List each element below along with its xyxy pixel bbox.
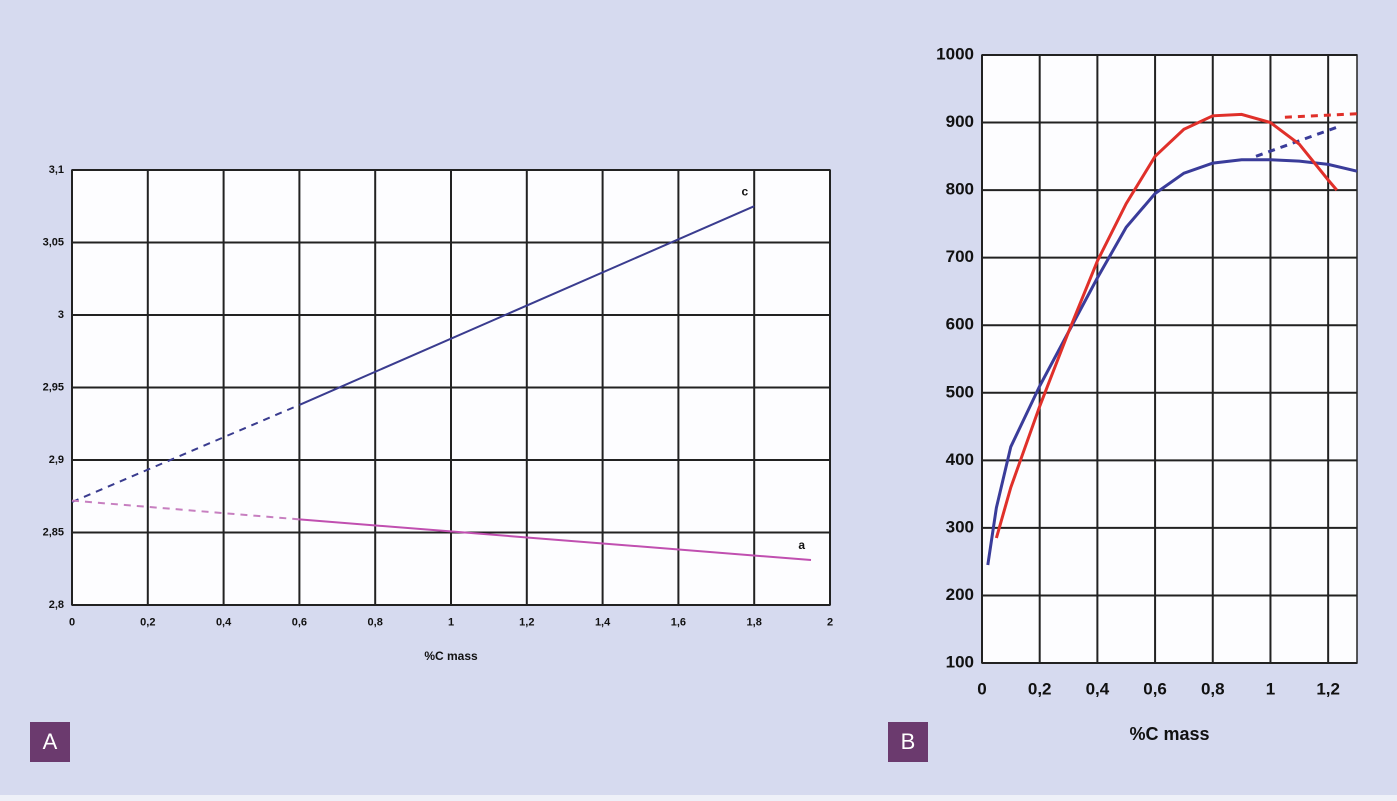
- data-line: [298, 205, 755, 406]
- x-tick-label: 2: [827, 617, 833, 629]
- panel-label: A: [43, 729, 58, 754]
- y-tick-label: 400: [946, 450, 974, 469]
- x-tick-label: 0: [69, 617, 75, 629]
- y-tick-label: 2,95: [43, 381, 64, 393]
- y-tick-label: 2,9: [49, 454, 64, 466]
- x-tick-label: 0,6: [1143, 680, 1167, 699]
- x-tick-label: 1,8: [747, 617, 762, 629]
- x-tick-label: 0: [977, 680, 986, 699]
- bottom-strip: [0, 795, 1397, 801]
- x-tick-label: 0,2: [140, 617, 155, 629]
- data-line: [994, 112, 1338, 539]
- y-tick-label: 3,05: [43, 236, 64, 248]
- x-axis-label: %C mass: [1129, 724, 1209, 744]
- panel-label-box: [30, 722, 70, 762]
- y-tick-label: 600: [946, 315, 974, 334]
- y-tick-label: 800: [946, 180, 974, 199]
- x-tick-label: 0,4: [1086, 680, 1110, 699]
- y-tick-label: 1000: [936, 44, 974, 63]
- series-label: a: [798, 538, 805, 552]
- x-tick-label: 0,8: [368, 617, 383, 629]
- y-tick-label: 3,1: [49, 164, 64, 176]
- data-line: [71, 403, 300, 503]
- x-tick-label: 1,6: [671, 617, 686, 629]
- x-tick-label: 1,2: [519, 617, 534, 629]
- y-tick-label: 200: [946, 585, 974, 604]
- y-tick-label: 100: [946, 652, 974, 671]
- y-tick-label: 2,85: [43, 526, 64, 538]
- x-tick-label: 1,2: [1316, 680, 1340, 699]
- x-tick-label: 0,2: [1028, 680, 1052, 699]
- x-axis-label: %C mass: [424, 649, 478, 663]
- y-tick-label: 2,8: [49, 599, 64, 611]
- x-tick-label: 1: [1266, 680, 1275, 699]
- x-tick-label: 0,8: [1201, 680, 1225, 699]
- data-line: [986, 158, 1358, 566]
- x-tick-label: 1,4: [595, 617, 611, 629]
- x-tick-label: 0,4: [216, 617, 232, 629]
- y-tick-label: 3: [58, 309, 64, 321]
- x-tick-label: 0,6: [292, 617, 307, 629]
- y-tick-label: 500: [946, 382, 974, 401]
- y-tick-label: 700: [946, 247, 974, 266]
- plot-area: [981, 54, 1358, 664]
- series-label: c: [742, 184, 749, 198]
- data-line: [299, 518, 812, 561]
- y-tick-label: 300: [946, 517, 974, 536]
- panel-label-box: [888, 722, 928, 762]
- panel-label: B: [901, 729, 916, 754]
- y-tick-label: 900: [946, 112, 974, 131]
- x-tick-label: 1: [448, 617, 454, 629]
